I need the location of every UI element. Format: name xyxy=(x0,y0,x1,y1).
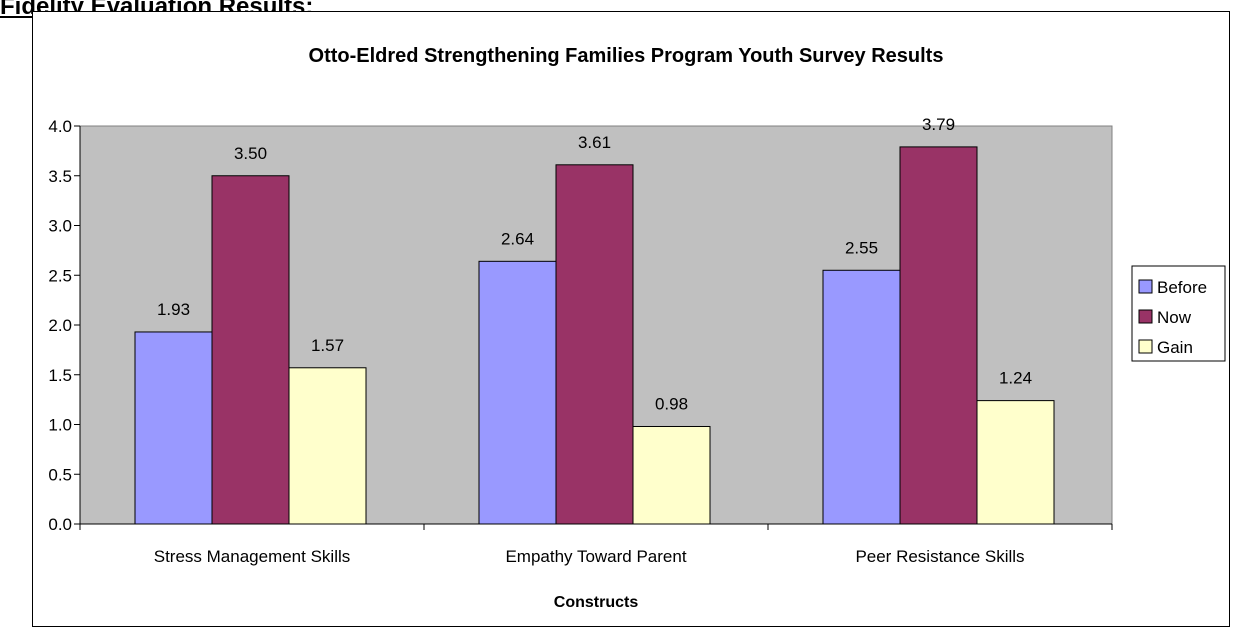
data-label: 3.79 xyxy=(922,115,955,134)
legend-swatch-gain xyxy=(1138,339,1153,354)
bar-gain xyxy=(288,367,367,525)
y-tick-label: 0.0 xyxy=(48,515,72,534)
data-label: 1.93 xyxy=(157,300,190,319)
data-label: 1.24 xyxy=(999,369,1032,388)
data-label: 2.64 xyxy=(501,229,534,248)
legend-label-before: Before xyxy=(1157,278,1207,297)
chart-frame: Otto-Eldred Strengthening Families Progr… xyxy=(32,11,1230,627)
data-label: 0.98 xyxy=(655,394,688,413)
bar-chart: Otto-Eldred Strengthening Families Progr… xyxy=(48,45,1226,611)
y-tick-label: 4.0 xyxy=(48,117,72,136)
y-tick-label: 1.0 xyxy=(48,416,72,435)
chart-title: Otto-Eldred Strengthening Families Progr… xyxy=(309,45,944,67)
y-tick-label: 3.5 xyxy=(48,167,72,186)
legend-swatch-before xyxy=(1138,279,1153,294)
legend-swatch-now xyxy=(1138,309,1153,324)
x-axis-title: Constructs xyxy=(554,594,639,611)
bar-before xyxy=(134,331,213,525)
bar-gain xyxy=(976,400,1055,525)
data-label: 3.61 xyxy=(578,133,611,152)
x-tick-label: Peer Resistance Skills xyxy=(855,547,1024,566)
x-tick-label: Empathy Toward Parent xyxy=(505,547,686,566)
bar-gain xyxy=(632,425,711,525)
data-label: 2.55 xyxy=(845,238,878,257)
x-tick-label: Stress Management Skills xyxy=(154,547,351,566)
y-tick-label: 2.0 xyxy=(48,316,72,335)
legend: Before Now Gain xyxy=(1131,265,1226,362)
bar-before xyxy=(478,260,557,525)
bar-now xyxy=(555,164,634,525)
bar-now xyxy=(899,146,978,525)
y-tick-label: 2.5 xyxy=(48,266,72,285)
legend-label-gain: Gain xyxy=(1157,338,1193,357)
bar-now xyxy=(211,175,290,525)
data-label: 3.50 xyxy=(234,144,267,163)
data-label: 1.57 xyxy=(311,336,344,355)
bar-before xyxy=(822,269,901,525)
legend-label-now: Now xyxy=(1157,308,1192,327)
y-tick-label: 0.5 xyxy=(48,465,72,484)
y-tick-label: 3.0 xyxy=(48,217,72,236)
y-tick-label: 1.5 xyxy=(48,366,72,385)
